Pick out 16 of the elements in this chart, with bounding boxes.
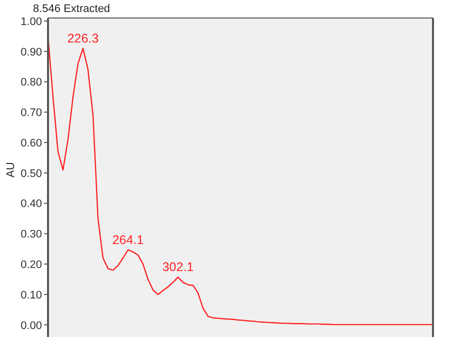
y-tick-label: 0.10 [20, 289, 42, 302]
y-axis-title: AU [4, 162, 17, 178]
y-tick-label: 0.60 [20, 137, 42, 150]
chart-title: 8.546 Extracted [33, 3, 110, 15]
y-tick-label: 0.30 [20, 228, 42, 241]
y-tick-label: 0.00 [20, 320, 42, 332]
y-tick-label: 0.90 [20, 46, 42, 58]
annotation: 264.1 [112, 232, 144, 247]
y-tick-label: 1.00 [20, 16, 42, 28]
y-tick-label: 0.20 [20, 258, 42, 271]
y-tick-label: 0.80 [20, 76, 42, 89]
y-tick-label: 0.50 [20, 168, 42, 180]
annotation: 226.3 [67, 31, 99, 46]
y-tick-label: 0.70 [20, 107, 42, 120]
annotation: 302.1 [162, 260, 194, 274]
y-tick-label: 0.40 [20, 198, 42, 210]
